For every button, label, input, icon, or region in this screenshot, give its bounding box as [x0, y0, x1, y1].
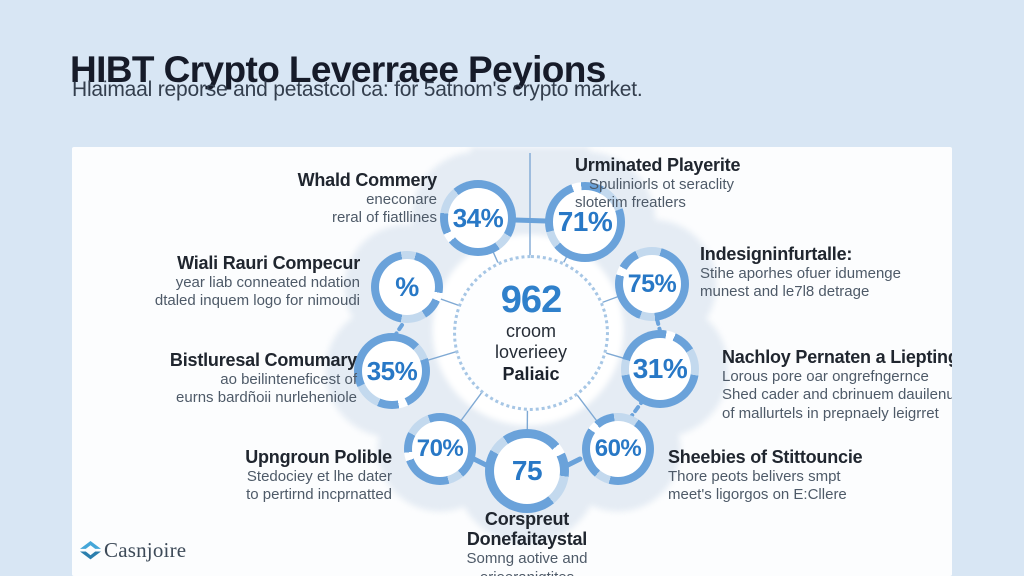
item-heading: Bistluresal Comumary — [169, 350, 357, 370]
item-heading: Urminated Playerite — [575, 155, 741, 175]
node-value: 35% — [366, 355, 418, 386]
item-subtext: to pertirnd incprnatted — [246, 486, 392, 504]
label-sheebies-stittouncie: Sheebies of Stittouncie Thore peots beli… — [668, 447, 918, 505]
item-subtext: munest and le7l8 detrage — [700, 283, 870, 301]
item-heading: Whald Commery — [297, 170, 438, 190]
label-whald-commery: Whald Commery eneconare reral of fiatlli… — [207, 170, 438, 228]
node-bistluresal-comumary: 35% — [354, 333, 430, 409]
item-heading: Upngroun Polible — [245, 447, 392, 467]
item-subtext: Lorous pore oar ongrefngernce — [722, 368, 929, 386]
item-subtext: orioeranigtites — [442, 569, 612, 576]
item-subtext: reral of fiatllines — [331, 209, 437, 227]
item-subtext: eurns bardñoii nurleheniole — [176, 389, 357, 407]
node-upngroun-polible: 70% — [404, 413, 476, 485]
item-heading: Wiali Rauri Compecur — [177, 253, 360, 273]
node-nachloy-pernaten: 31% — [621, 330, 699, 408]
item-subtext: Somng aotive and — [466, 550, 588, 568]
item-subtext: Stihe aporhes ofuer idumenge — [700, 265, 901, 283]
page-title: HIBT Crypto Leverraee Peyions — [70, 48, 606, 90]
item-heading: Sheebies of Stittouncie — [668, 447, 863, 467]
item-subtext: eneconare — [366, 191, 437, 209]
item-subtext: year liab conneated ndation — [175, 274, 360, 292]
node-value: 70% — [416, 435, 464, 462]
label-indesigninfurtalle: Indesigninfurtalle: Stihe aporhes ofuer … — [700, 244, 950, 302]
node-value: % — [395, 271, 419, 302]
hub-value: 962 — [500, 279, 562, 322]
label-wiali-rauri-compecur: Wiali Rauri Compecur year liab conneated… — [110, 253, 360, 311]
item-subtext: meet's ligorgos on E:Cllere — [668, 486, 847, 504]
node-value: 34% — [452, 202, 504, 233]
node-wiali-rauri-compecur: % — [371, 251, 443, 323]
item-subtext: sloterim freatlers — [575, 194, 686, 212]
label-nachloy-pernaten: Nachloy Pernaten a Lieptings Lorous pore… — [722, 347, 952, 423]
brand-name: Casnjoire — [104, 538, 187, 562]
item-subtext: Thore peots belivers smpt — [668, 468, 841, 486]
node-value: 31% — [632, 353, 688, 384]
item-subtext: of mallurtels in prepnaely leigrret — [722, 404, 939, 422]
node-whald-commery: 34% — [440, 180, 516, 256]
item-subtext: dtaled inquem logo for nimoudi — [154, 292, 360, 310]
item-heading: Indesigninfurtalle: — [700, 244, 853, 264]
node-indesigninfurtalle: 75% — [615, 247, 689, 321]
label-bistluresal-comumary: Bistluresal Comumary ao beilinteneficest… — [117, 350, 357, 408]
item-subtext: Shed cader and cbrinuem dauilenu — [722, 386, 952, 404]
node-corspreut-donefaitaystal: 75 — [485, 429, 569, 513]
diamond-chevrons-icon — [80, 541, 101, 560]
label-urminated-playerite: Urminated Playerite Spuliniorls ot serac… — [575, 155, 815, 213]
item-heading: Corspreut Donefaitaystal — [466, 509, 588, 550]
item-subtext: ao beilinteneficest of — [220, 371, 357, 389]
node-value: 60% — [594, 435, 642, 462]
center-hub: 962 croom loverieey Paliaic — [453, 255, 609, 411]
node-value: 75 — [511, 455, 543, 486]
page-subtitle: Hlaimaal reporse and petastcol ca: for 5… — [72, 78, 643, 101]
label-corspreut-donefaitaystal: Corspreut Donefaitaystal Somng aotive an… — [442, 509, 612, 576]
item-subtext: Spuliniorls ot seraclity — [589, 176, 735, 194]
brand-logo: Casnjoire — [80, 538, 186, 563]
hub-line-3: Paliaic — [502, 364, 560, 385]
hub-line-2: loverieey — [494, 341, 568, 362]
node-sheebies-stittouncie: 60% — [582, 413, 654, 485]
hub-line-1: croom — [505, 321, 556, 342]
label-upngroun-polible: Upngroun Polible Stedociey et lhe dater … — [172, 447, 392, 505]
node-value: 75% — [627, 269, 677, 298]
infographic-card: 34% 71% % 75% 35% 31% 70% 75 60% 962 cro… — [72, 147, 952, 576]
item-heading: Nachloy Pernaten a Lieptings — [722, 347, 952, 367]
item-subtext: Stedociey et lhe dater — [246, 468, 392, 486]
